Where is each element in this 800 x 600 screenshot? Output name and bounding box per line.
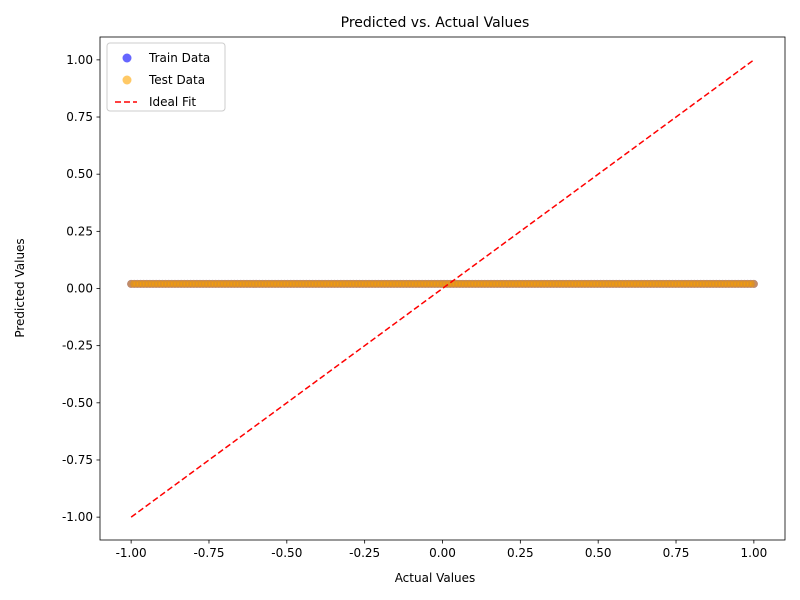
legend-label: Test Data: [148, 73, 205, 87]
legend-label: Train Data: [148, 51, 210, 65]
series-test-data: [127, 279, 758, 288]
axes-frame: [99, 36, 786, 541]
chart-title: Predicted vs. Actual Values: [341, 15, 530, 31]
y-tick-label: 0.25: [66, 224, 93, 238]
legend-item-ideal-fit: Ideal Fit: [115, 95, 196, 109]
y-tick-label: 0.75: [66, 110, 93, 124]
x-tick-label: -0.50: [271, 546, 302, 560]
plot-area: [99, 36, 786, 541]
x-tick-label: 0.50: [585, 546, 612, 560]
y-tick-label: -0.25: [62, 339, 93, 353]
y-tick-label: 0.00: [66, 282, 93, 296]
x-tick-label: -0.75: [193, 546, 224, 560]
y-tick-label: -1.00: [62, 510, 93, 524]
x-tick-label: 0.25: [507, 546, 534, 560]
y-axis-title: Predicted Values: [13, 238, 27, 337]
y-tick-label: 1.00: [66, 53, 93, 67]
series-layer: [127, 59, 758, 518]
legend-marker: [122, 75, 132, 85]
ideal-fit-line: [130, 59, 755, 518]
x-tick-label: 1.00: [741, 546, 768, 560]
x-tick-label: -0.25: [349, 546, 380, 560]
legend-item-train-data: Train Data: [122, 51, 210, 65]
y-tick-label: 0.50: [66, 167, 93, 181]
legend-item-test-data: Test Data: [122, 73, 205, 87]
legend-label: Ideal Fit: [149, 95, 196, 109]
legend: Train Data Test Data Ideal Fit: [106, 42, 226, 112]
x-tick-label: 0.00: [429, 546, 456, 560]
scatter-point: [749, 279, 758, 288]
legend-box: [106, 42, 226, 112]
y-tick-label: -0.50: [62, 396, 93, 410]
y-tick-label: -0.75: [62, 453, 93, 467]
x-tick-label: -1.00: [116, 546, 147, 560]
legend-marker: [122, 53, 132, 63]
x-axis-title: Actual Values: [395, 571, 476, 585]
ticks-layer: -1.00 -0.75 -0.50 -0.25 0.00 0.25 0.50 0.75 1.00…: [62, 53, 767, 560]
x-tick-label: 0.75: [663, 546, 690, 560]
